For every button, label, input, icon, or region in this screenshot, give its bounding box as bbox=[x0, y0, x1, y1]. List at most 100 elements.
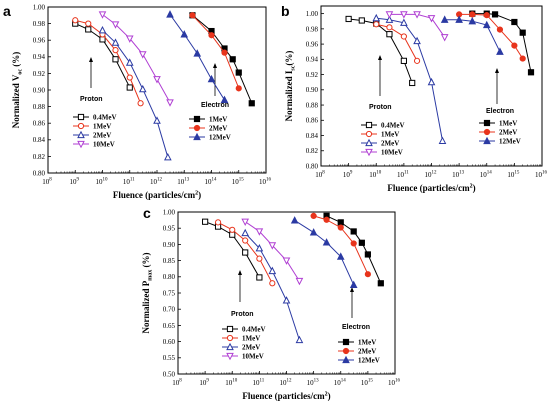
data-point bbox=[386, 24, 393, 31]
y-axis-title-sub: sc bbox=[291, 65, 297, 70]
x-tick-exp: 10 bbox=[103, 178, 109, 183]
data-point bbox=[207, 74, 216, 83]
legend-item: 1MeV bbox=[189, 116, 227, 124]
legend-label: 0.4MeV bbox=[242, 326, 266, 334]
data-point bbox=[111, 21, 120, 29]
legend-item: 2MeV bbox=[222, 342, 260, 352]
data-point bbox=[256, 274, 263, 281]
x-tick-label: 1013 bbox=[177, 178, 190, 187]
legend-label: 2MeV bbox=[209, 125, 227, 133]
x-tick-base: 10 bbox=[388, 379, 396, 387]
data-point bbox=[413, 11, 421, 19]
data-point bbox=[400, 33, 407, 40]
x-tick-exp: 10 bbox=[232, 379, 238, 384]
annotation-proton: Proton bbox=[231, 270, 254, 318]
annotation-label: Proton bbox=[80, 96, 103, 103]
data-point bbox=[511, 18, 518, 26]
y-tick-label: 0.96 bbox=[33, 37, 46, 45]
y-tick-label: 1.00 bbox=[306, 10, 319, 18]
legend-marker bbox=[193, 124, 201, 132]
x-tick-exp: 15 bbox=[514, 171, 520, 176]
y-tick-label: 0.96 bbox=[306, 40, 319, 48]
legend-item: 0.4MeV bbox=[73, 114, 117, 122]
y-tick-label: 0.82 bbox=[33, 153, 46, 161]
data-point bbox=[519, 55, 526, 62]
x-axis-title-sup: 2 bbox=[470, 184, 473, 190]
x-tick-base: 10 bbox=[507, 171, 515, 179]
x-tick-base: 10 bbox=[315, 171, 323, 179]
legend-label: 10MeV bbox=[93, 141, 115, 149]
data-point bbox=[349, 280, 358, 288]
data-point bbox=[440, 15, 449, 23]
x-tick-exp: 12 bbox=[432, 171, 438, 176]
x-tick-exp: 16 bbox=[395, 379, 401, 384]
x-tick-base: 10 bbox=[205, 178, 213, 186]
data-point bbox=[72, 17, 79, 24]
y-tick-label: 0.80 bbox=[163, 273, 176, 281]
x-tick-base: 10 bbox=[70, 178, 78, 186]
x-tick-label: 109 bbox=[199, 379, 209, 388]
annotation-electron: Electron bbox=[342, 287, 370, 331]
x-axis-title-end: ) bbox=[198, 190, 201, 200]
data-point bbox=[413, 57, 421, 64]
data-point bbox=[345, 15, 352, 23]
series-electron-2mev bbox=[310, 212, 371, 278]
x-tick-label: 1010 bbox=[225, 379, 238, 388]
data-point bbox=[166, 10, 174, 18]
series-proton-10mev bbox=[385, 11, 449, 42]
data-point bbox=[166, 99, 174, 107]
series-line bbox=[376, 17, 443, 141]
x-axis-title-end: ) bbox=[473, 183, 476, 193]
y-tick-label: 0.88 bbox=[33, 103, 46, 111]
data-point bbox=[112, 56, 119, 63]
annotation-proton: Proton bbox=[80, 57, 103, 103]
legend-marker bbox=[193, 132, 201, 141]
x-axis-title: Fluence (particles/cm2) bbox=[113, 190, 201, 200]
legend-marker bbox=[483, 136, 491, 145]
data-point bbox=[241, 228, 250, 237]
legend-label: 1MeV bbox=[242, 335, 260, 343]
data-point bbox=[242, 237, 249, 244]
x-tick-exp: 8 bbox=[179, 379, 182, 384]
legend-item: 10MeV bbox=[73, 141, 115, 149]
data-point bbox=[440, 34, 449, 42]
data-point bbox=[400, 57, 407, 64]
data-point bbox=[377, 280, 384, 287]
y-axis-title-sub: oc bbox=[18, 69, 24, 75]
series-line bbox=[192, 14, 240, 89]
legend-marker bbox=[226, 352, 234, 361]
legend-item: 2MeV bbox=[73, 130, 111, 140]
legend-marker bbox=[193, 115, 201, 123]
y-tick-label: 0.82 bbox=[306, 147, 319, 155]
x-tick-base: 10 bbox=[232, 178, 240, 186]
x-tick-base: 10 bbox=[225, 379, 233, 387]
data-point bbox=[491, 11, 499, 18]
data-point bbox=[235, 69, 242, 76]
data-point bbox=[337, 219, 344, 226]
y-tick-label: 0.50 bbox=[163, 370, 176, 378]
annotation-label: Electron bbox=[486, 108, 514, 115]
plot-frame bbox=[47, 6, 267, 174]
x-tick-base: 10 bbox=[452, 171, 460, 179]
data-point bbox=[350, 240, 357, 247]
data-point bbox=[364, 271, 371, 278]
x-tick-base: 10 bbox=[252, 379, 260, 387]
x-tick-label: 1015 bbox=[232, 178, 245, 187]
series-proton-1mev bbox=[214, 219, 276, 287]
data-point bbox=[358, 239, 365, 246]
legend-item: 2MeV bbox=[338, 348, 376, 356]
x-tick-exp: 14 bbox=[487, 171, 493, 176]
data-point bbox=[385, 11, 394, 19]
x-tick-label: 108 bbox=[172, 379, 182, 388]
x-tick-label: 1013 bbox=[307, 379, 320, 388]
x-tick-exp: 14 bbox=[341, 379, 347, 384]
x-tick-label: 108 bbox=[315, 171, 325, 180]
y-tick-label: 0.65 bbox=[163, 322, 176, 330]
data-point bbox=[427, 77, 436, 86]
data-point bbox=[242, 249, 249, 256]
y-tick-label: 0.92 bbox=[33, 70, 46, 78]
data-point bbox=[98, 25, 107, 34]
x-tick-base: 10 bbox=[96, 178, 104, 186]
series-line bbox=[444, 19, 501, 52]
